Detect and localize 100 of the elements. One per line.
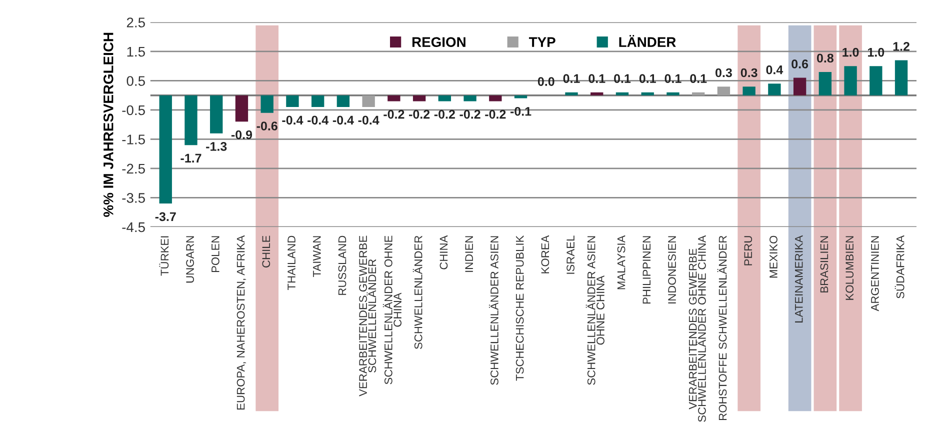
data-label: -0.4	[332, 116, 354, 125]
data-label: 0.4	[766, 65, 784, 74]
data-label: 0.8	[816, 54, 834, 63]
bar	[362, 95, 375, 108]
y-tick-label: -3.5	[122, 193, 145, 203]
bar	[286, 95, 299, 108]
data-label: 1.2	[893, 42, 910, 51]
bar	[894, 60, 908, 96]
bar	[666, 92, 680, 96]
legend-label: REGION	[412, 37, 466, 47]
bar	[742, 86, 756, 96]
data-label: -0.4	[358, 116, 380, 125]
data-label: 0.1	[639, 74, 656, 84]
data-label: -0.2	[409, 110, 430, 119]
data-label: -0.1	[510, 106, 532, 116]
x-tick-label: MEXIKO	[770, 236, 778, 278]
x-tick-label: CHINA	[440, 235, 448, 270]
x-tick-label: INDIEN	[465, 236, 473, 272]
bar	[260, 95, 274, 113]
x-tick-label: TSCHECHISCHE REPUBLIK	[516, 235, 524, 381]
y-tick-label: -2.5	[122, 164, 145, 174]
x-tick-label: SÜDAFRIKA	[894, 235, 904, 298]
data-label: -0.4	[282, 116, 304, 125]
x-tick-label: RUSSLAND	[338, 236, 346, 295]
bar	[489, 95, 502, 102]
data-label: 0.1	[614, 74, 631, 84]
bar	[616, 92, 629, 96]
data-label: -0.2	[460, 110, 480, 119]
y-tick-label: -4.5	[122, 222, 145, 232]
data-label: 0.6	[792, 60, 808, 68]
x-tick-label: INDONESIEN	[668, 236, 676, 304]
bar	[818, 72, 832, 96]
x-tick-label: SCHWELLENLÄNDER OHNE CHINA	[382, 236, 402, 384]
data-label: 0.0	[538, 77, 554, 86]
x-tick-label: SCHWELLENLÄNDER ASIEN	[488, 236, 498, 385]
y-tick-label: 2.5	[126, 18, 145, 28]
bar	[641, 92, 654, 96]
x-tick-label: BRASILIEN	[820, 236, 828, 292]
x-tick-label: KOREA	[541, 235, 550, 274]
x-tick-label: TÜRKEI	[159, 236, 169, 276]
data-label: -3.7	[155, 212, 176, 222]
x-tick-label: EUROPA, NAHEROSTEN, AFRIKA	[236, 235, 246, 410]
x-tick-label: ROHSTOFFE SCHWELLENLÄNDER	[717, 236, 727, 420]
bar	[184, 95, 198, 146]
bar	[590, 92, 604, 96]
bar	[235, 95, 248, 122]
bar	[514, 95, 528, 98]
x-tick-label: CHILE	[262, 236, 270, 268]
bar	[768, 84, 781, 96]
x-tick-label: LATEINAMERIKA	[795, 235, 803, 322]
bar	[412, 95, 426, 102]
x-tick-label: PERU	[744, 236, 752, 266]
y-tick-label: -0.5	[122, 105, 145, 116]
bar	[388, 95, 400, 102]
bar	[210, 95, 223, 134]
bar	[159, 95, 172, 204]
y-tick-label: 1.5	[127, 46, 145, 57]
bar	[336, 95, 350, 108]
data-label: 0.1	[664, 74, 682, 84]
x-tick-label: PHILIPPINEN	[642, 236, 650, 304]
x-tick-label: KOLUMBIEN	[846, 236, 854, 300]
data-label: 0.1	[690, 74, 707, 84]
x-tick-label: SCHWELLENLÄNDER	[412, 236, 422, 350]
bar	[844, 66, 857, 96]
data-label: -0.9	[231, 130, 252, 140]
x-tick-label: MALAYSIA	[617, 235, 626, 290]
bar	[692, 92, 705, 96]
legend-label: TYP	[528, 37, 556, 47]
bar	[438, 95, 452, 102]
y-axis-title: %% IM JAHRESVERGLEICH	[103, 32, 114, 217]
data-label: -0.2	[384, 110, 404, 119]
bar	[565, 92, 578, 96]
legend-label: LÄNDER	[619, 35, 676, 47]
bar	[793, 78, 806, 96]
data-label: -1.7	[180, 154, 202, 162]
data-label: -1.3	[206, 142, 227, 151]
y-tick-label: 0.5	[126, 76, 145, 86]
bar	[717, 86, 730, 96]
data-label: 0.1	[588, 74, 606, 84]
bar	[311, 95, 324, 108]
x-tick-label: ISRAEL	[566, 236, 574, 274]
data-label: -0.4	[308, 116, 329, 125]
data-label: -0.2	[434, 110, 455, 119]
x-tick-label: UNGARN	[186, 236, 194, 283]
data-label: 0.3	[740, 68, 758, 78]
x-tick-label: POLEN	[211, 236, 220, 272]
bar	[464, 95, 476, 102]
data-label: -0.6	[256, 122, 278, 130]
bar	[870, 66, 882, 96]
data-label: 1.0	[868, 48, 884, 57]
x-tick-label: THAILAND	[288, 236, 296, 290]
data-label: 1.0	[842, 48, 859, 57]
data-label: 0.1	[563, 74, 580, 84]
y-tick-label: -1.5	[122, 134, 145, 144]
x-tick-label: TAIWAN	[313, 236, 321, 278]
x-tick-label: VERARBEITENDES GEWERBE SCHWELLENLÄNDER	[359, 236, 376, 396]
data-label: -0.2	[485, 110, 506, 119]
x-tick-label: VERARBEITENDES GEWERBE SCHWELLENLÄNDER OHNE CHINA	[688, 235, 706, 422]
data-label: 0.3	[716, 68, 732, 78]
x-tick-label: ARGENTINIEN	[871, 236, 879, 312]
